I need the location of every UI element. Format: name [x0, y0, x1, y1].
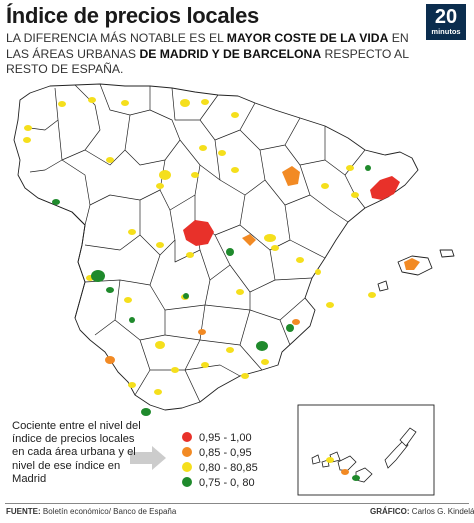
subtitle-bold-1: MAYOR COSTE DE LA VIDA [226, 31, 389, 45]
brand-logo: 20 minutos [426, 4, 466, 40]
legend-arrow [130, 446, 166, 470]
graphic-credit: GRÁFICO: Carlos G. Kindelán [370, 507, 474, 516]
legend-label-orange: 0,85 - 0,95 [199, 447, 252, 459]
menorca [439, 249, 455, 258]
legend-label-red: 0,95 - 1,00 [199, 432, 252, 444]
mainland-outline [13, 83, 419, 411]
urban-areas [23, 97, 420, 481]
logo-number: 20 [434, 6, 458, 28]
source-credit: FUENTE: Boletín económico/ Banco de Espa… [6, 507, 176, 516]
legend-dot-yellow [182, 462, 192, 472]
subtitle-bold-2: DE MADRID Y DE BARCELONA [139, 46, 322, 61]
subtitle-text-3: RESPECTO AL RESTO DE ESPAÑA. [6, 46, 409, 77]
source-label: FUENTE: [6, 507, 41, 516]
subtitle-text-2: EN LAS ÁREAS URBANAS [6, 31, 409, 61]
legend-item-yellow: 0,80 - 80,85 [182, 462, 258, 474]
page-title: Índice de precios locales [6, 3, 259, 28]
canary-inset [297, 404, 435, 496]
footer-divider [5, 503, 469, 504]
logo-word: minutos [431, 27, 461, 36]
ibiza [377, 280, 389, 292]
legend-description: Cociente entre el nivel del índice de pr… [12, 420, 141, 485]
legend-dot-red [182, 432, 192, 442]
subtitle: LA DIFERENCIA MÁS NOTABLE ES EL MAYOR CO… [6, 31, 416, 78]
credit-text: Carlos G. Kindelán [409, 507, 474, 516]
legend-label-yellow: 0,80 - 80,85 [199, 462, 258, 474]
legend-dot-green [182, 477, 192, 487]
legend-item-green: 0,75 - 0, 80 [182, 477, 255, 489]
credit-label: GRÁFICO: [370, 507, 410, 516]
area-barcelona [370, 176, 400, 200]
legend-item-red: 0,95 - 1,00 [182, 432, 252, 444]
source-text: Boletín económico/ Banco de España [40, 507, 177, 516]
legend-dot-orange [182, 447, 192, 457]
legend-item-orange: 0,85 - 0,95 [182, 447, 252, 459]
legend-label-green: 0,75 - 0, 80 [199, 477, 255, 489]
area-madrid [183, 220, 214, 246]
subtitle-text-1: LA DIFERENCIA MÁS NOTABLE ES EL [6, 31, 227, 45]
